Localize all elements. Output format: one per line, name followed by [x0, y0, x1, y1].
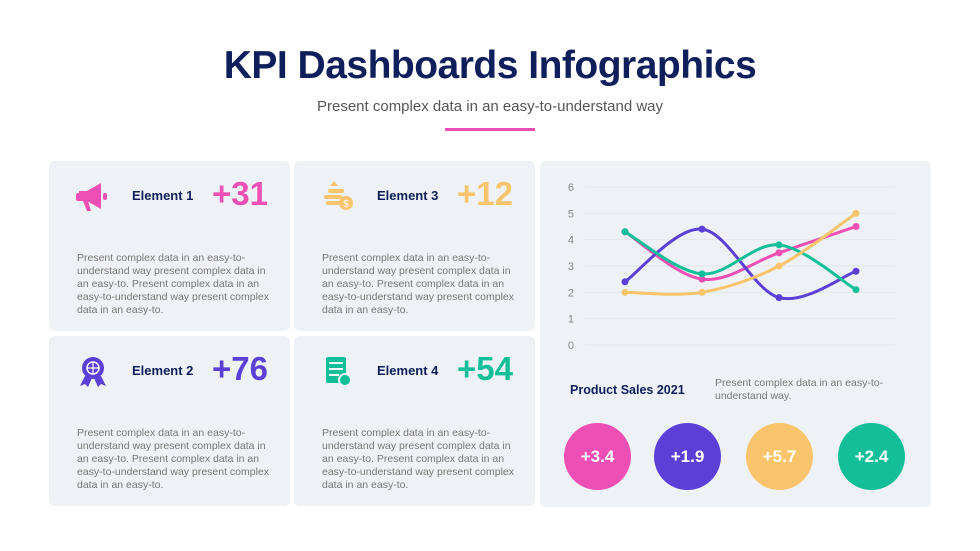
data-point: [775, 294, 783, 302]
data-point: [698, 275, 706, 283]
product-sales-title: Product Sales 2021: [570, 383, 685, 397]
card-value: +31: [212, 175, 268, 212]
card-description: Present complex data in an easy-to-under…: [322, 427, 515, 491]
y-tick-label: 0: [568, 340, 574, 352]
data-point: [698, 270, 706, 278]
data-point: [621, 278, 629, 286]
data-point: [621, 288, 629, 296]
card-value: +76: [212, 350, 268, 387]
data-point: [698, 288, 706, 296]
card-value: +12: [457, 175, 513, 212]
data-point: [852, 209, 860, 217]
sales-panel: 0 1 2 3 4 5 6 Product Sales 2021 Present compl…: [540, 161, 931, 507]
product-sales-description: Present complex data in an easy-to-under…: [715, 377, 884, 402]
card-name: Element 4: [377, 363, 439, 378]
y-tick-label: 4: [568, 235, 574, 247]
checklist-clock-icon: [326, 357, 352, 387]
badge-2: +1.9: [654, 423, 721, 490]
data-point: [775, 241, 783, 249]
card-value: +54: [457, 350, 513, 387]
svg-text:$: $: [343, 199, 349, 210]
line-chart: 0 1 2 3 4 5 6: [568, 182, 895, 352]
series-line-1: [624, 225, 857, 282]
data-point: [852, 286, 860, 294]
award-globe-icon: [80, 357, 106, 387]
coins-dollar-icon: $: [324, 181, 353, 210]
data-point: [852, 267, 860, 275]
data-point: [621, 228, 629, 236]
y-tick-label: 1: [568, 314, 574, 326]
card-description: Present complex data in an easy-to-under…: [322, 252, 515, 316]
data-point: [775, 249, 783, 257]
data-point: [775, 262, 783, 270]
badge-1: +3.4: [564, 423, 631, 490]
card-element-4: Element 4 +54 Present complex data in an…: [294, 336, 535, 506]
card-element-1: Element 1 +31 Present complex data in an…: [49, 161, 290, 331]
card-description: Present complex data in an easy-to-under…: [77, 252, 270, 316]
y-tick-label: 3: [568, 261, 574, 273]
page-subtitle: Present complex data in an easy-to-under…: [316, 98, 664, 115]
series-line-3: [624, 230, 857, 291]
card-name: Element 3: [377, 188, 439, 203]
badge-4: +2.4: [838, 423, 905, 490]
badge-3: +5.7: [746, 423, 813, 490]
series-line-4: [624, 212, 857, 296]
card-element-3: $ Element 3 +12 Present complex data in …: [294, 161, 535, 331]
card-name: Element 1: [132, 188, 194, 203]
data-point: [852, 223, 860, 230]
megaphone-icon: [76, 183, 107, 211]
card-name: Element 2: [132, 363, 194, 378]
card-description: Present complex data in an easy-to-under…: [77, 427, 270, 491]
y-tick-label: 5: [568, 208, 574, 220]
page-title: KPI Dashboards Infographics: [223, 44, 757, 87]
y-tick-label: 6: [568, 182, 574, 194]
data-point: [698, 225, 706, 233]
y-tick-label: 2: [568, 287, 574, 299]
accent-divider: [445, 128, 535, 131]
card-element-2: Element 2 +76 Present complex data in an…: [49, 336, 290, 506]
